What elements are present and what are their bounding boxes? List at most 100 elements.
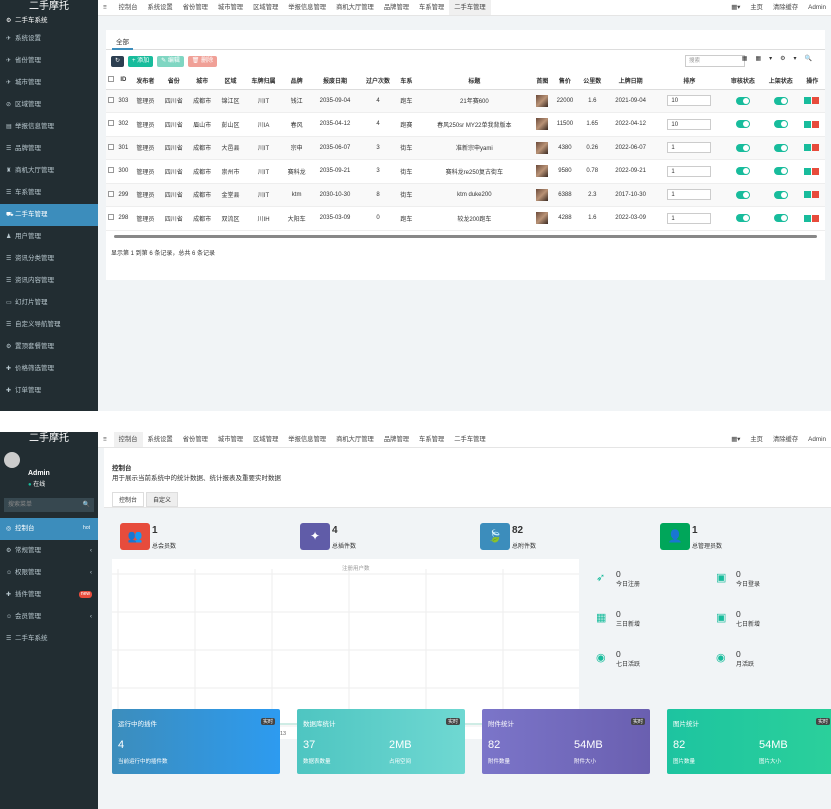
nav-tab[interactable]: 省份管理 [182,436,208,443]
column-header[interactable]: 排序 [654,72,725,90]
nav-tab[interactable]: 二手车管理 [449,0,491,15]
sidebar-item[interactable]: ✚ 插件管理 new [0,584,98,606]
nav-tab[interactable]: 系统设置 [147,4,173,11]
nav-tab[interactable]: 商机大厅管理 [336,4,374,11]
audit-toggle[interactable] [724,159,762,184]
nav-right-item[interactable]: 主页 [750,4,763,11]
edit-icon[interactable] [804,191,812,199]
sort-input[interactable]: 10 [667,95,712,107]
sort-input[interactable]: 10 [667,118,712,130]
column-header[interactable]: 车系 [396,72,416,90]
nav-tab[interactable]: 控制台 [113,432,143,447]
nav-tab[interactable]: 系统设置 [147,436,173,443]
sidebar-item[interactable]: ♟ 用户管理 [0,226,98,248]
column-header[interactable]: 发布者 [131,72,160,90]
menu-toggle-icon[interactable]: ≡ [103,4,107,11]
sidebar-item[interactable]: ☰ 二手车系统 [0,628,98,650]
nav-tab[interactable]: 品牌管理 [383,436,410,443]
sidebar-item[interactable]: ✚ 订单管理 [0,380,98,402]
sort-input[interactable]: 1 [667,165,712,177]
column-header[interactable]: 审核状态 [724,72,762,90]
column-header[interactable]: 售价 [551,72,579,90]
nav-right-item[interactable]: Admin [808,436,826,443]
edit-button[interactable]: ✎ 编辑 [157,56,184,67]
thumbnail-image[interactable] [536,212,549,225]
horizontal-scrollbar[interactable] [114,234,817,238]
nav-tab[interactable]: 举报信息管理 [288,4,327,11]
sidebar-item[interactable]: ⛟二手车管理 [0,204,98,226]
column-header[interactable]: 操作 [799,72,825,90]
sidebar-item[interactable]: ☰ 品牌管理 [0,138,98,160]
delete-icon[interactable] [812,144,820,152]
delete-icon[interactable] [812,97,820,105]
thumbnail-image[interactable] [536,118,549,131]
sidebar-item[interactable]: ✈ 省份管理 [0,50,98,72]
column-header[interactable]: 品牌 [282,72,311,90]
row-checkbox[interactable] [106,159,116,184]
column-header[interactable]: 城市 [187,72,217,90]
nav-tab[interactable]: 城市管理 [217,4,244,11]
publish-toggle[interactable] [761,206,800,231]
publish-toggle[interactable] [761,112,800,137]
tab[interactable]: 自定义 [146,492,179,507]
nav-tab[interactable]: 车系管理 [419,4,445,11]
table-row[interactable]: 298 管理员 四川省 成都市 双流区 川IH 大阳车 2035-03-09 0 跑车 较龙200跑… [106,206,825,231]
table-toolbar-icons[interactable]: ▦▦▾⚙▾🔍 [741,56,820,62]
edit-icon[interactable] [804,120,812,128]
nav-tab[interactable]: 区域管理 [253,436,279,443]
sidebar-item[interactable]: ⊘ 区域管理 [0,94,98,116]
publish-toggle[interactable] [761,136,800,160]
grid-menu-icon[interactable]: ▦▾ [731,436,741,443]
table-row[interactable]: 300 管理员 四川省 成都市 崇州市 川IT 赛科龙 2035-09-21 3 街车 赛科龙re2… [106,159,825,184]
column-header[interactable]: 上架状态 [761,72,800,90]
nav-right-item[interactable]: Admin [808,4,826,11]
select-all-checkbox[interactable] [106,72,116,90]
delete-button[interactable]: 🗑 删除 [187,56,218,67]
sidebar-item[interactable]: ✚ 价格筛选管理 [0,358,98,380]
nav-right-item[interactable]: 清除缓存 [772,4,799,11]
column-header[interactable]: 首图 [532,72,552,90]
sidebar-item[interactable]: ✈ 城市管理 [0,72,98,94]
sidebar-item[interactable]: ⚙ 置顶套餐管理 [0,336,98,358]
edit-icon[interactable] [804,214,812,222]
sidebar-item[interactable]: ☰ 资讯内容管理 [0,270,98,292]
row-checkbox[interactable] [106,206,116,231]
edit-icon[interactable] [804,144,812,152]
audit-toggle[interactable] [724,136,762,160]
refresh-button[interactable]: ↻ [111,56,125,67]
column-header[interactable]: 报废日期 [310,72,360,90]
thumbnail-image[interactable] [536,188,549,201]
nav-tab[interactable]: 省份管理 [182,4,208,11]
nav-tab[interactable]: 区域管理 [253,4,279,11]
nav-tab[interactable]: 控制台 [118,4,138,11]
sort-input[interactable]: 1 [667,142,712,154]
column-header[interactable]: 省份 [159,72,188,90]
sidebar-item[interactable]: ☰ 车系管理 [0,182,98,204]
thumbnail-image[interactable] [536,94,549,107]
sidebar-item[interactable]: ✈ 系统设置 [0,28,98,50]
sort-input[interactable]: 1 [667,212,712,224]
column-header[interactable]: 公里数 [578,72,607,90]
row-checkbox[interactable] [106,183,116,207]
sidebar-item[interactable]: ♜ 商机大厅管理 [0,160,98,182]
menu-search-input[interactable]: 搜索菜单 🔍 [4,498,94,512]
delete-icon[interactable] [812,191,820,199]
publish-toggle[interactable] [761,89,800,113]
sort-input[interactable]: 1 [667,189,712,201]
audit-toggle[interactable] [724,89,762,113]
nav-tab[interactable]: 品牌管理 [383,4,410,11]
tab-all[interactable]: 全部 [112,34,133,50]
row-checkbox[interactable] [106,112,116,137]
column-header[interactable]: 过户次数 [359,72,397,90]
column-header[interactable]: ID [115,72,132,90]
sidebar-item[interactable]: ▤ 举报信息管理 [0,116,98,138]
nav-tab[interactable]: 车系管理 [419,436,445,443]
row-checkbox[interactable] [106,89,116,113]
audit-toggle[interactable] [724,183,762,207]
thumbnail-image[interactable] [536,165,549,178]
audit-toggle[interactable] [724,112,762,137]
audit-toggle[interactable] [724,206,762,231]
sidebar-item[interactable]: ☺ 权限管理 ‹ [0,562,98,584]
grid-menu-icon[interactable]: ▦▾ [731,4,741,11]
search-input[interactable]: 搜索 [685,55,745,67]
